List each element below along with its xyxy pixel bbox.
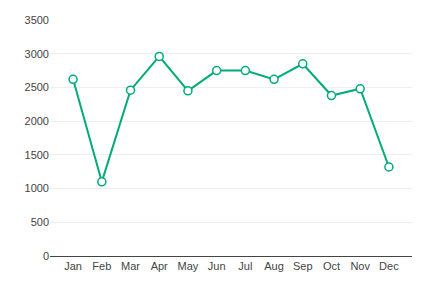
svg-text:2500: 2500	[25, 81, 49, 93]
svg-text:Nov: Nov	[350, 260, 370, 272]
svg-text:3500: 3500	[25, 14, 49, 26]
svg-text:Jul: Jul	[238, 260, 252, 272]
svg-text:1500: 1500	[25, 149, 49, 161]
svg-text:Feb: Feb	[92, 260, 111, 272]
svg-text:2000: 2000	[25, 115, 49, 127]
svg-text:Jun: Jun	[208, 260, 226, 272]
svg-text:Jan: Jan	[64, 260, 82, 272]
svg-text:Aug: Aug	[264, 260, 284, 272]
svg-text:Oct: Oct	[323, 260, 340, 272]
svg-text:500: 500	[31, 216, 49, 228]
svg-text:Sep: Sep	[293, 260, 313, 272]
svg-text:Apr: Apr	[151, 260, 168, 272]
svg-text:Mar: Mar	[121, 260, 140, 272]
svg-text:1000: 1000	[25, 182, 49, 194]
svg-text:May: May	[178, 260, 199, 272]
svg-text:Dec: Dec	[379, 260, 399, 272]
svg-text:3000: 3000	[25, 48, 49, 60]
svg-text:0: 0	[43, 250, 49, 262]
